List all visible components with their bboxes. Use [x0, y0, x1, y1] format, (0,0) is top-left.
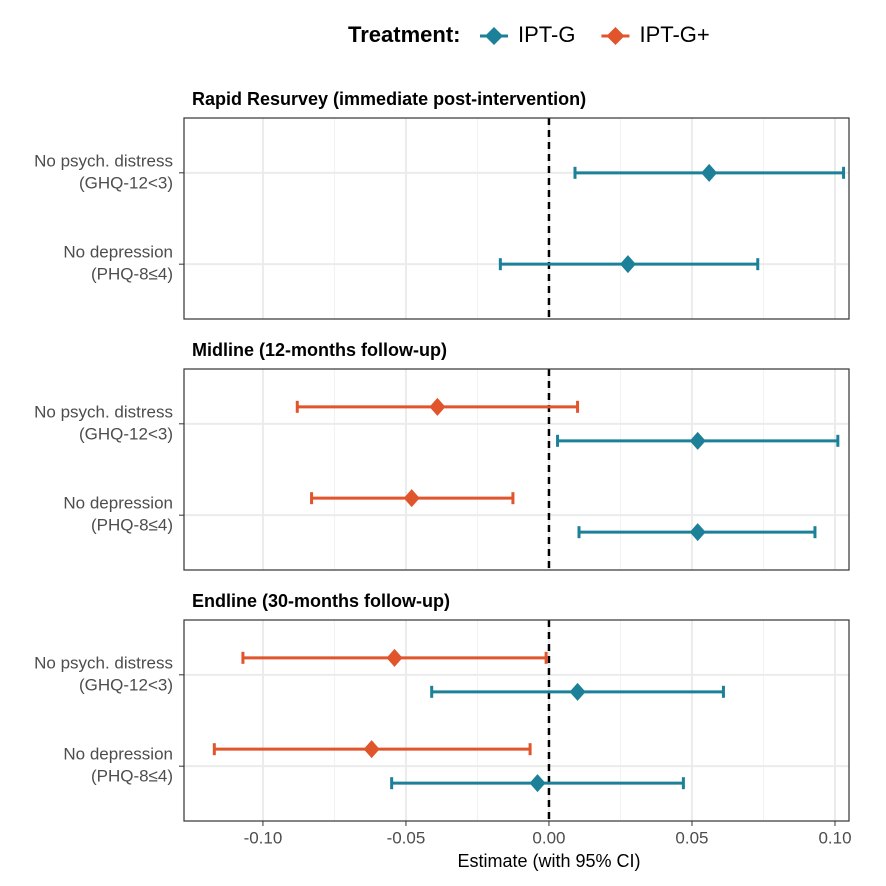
x-axis-label: Estimate (with 95% CI) — [457, 851, 640, 871]
x-tick-label: 0.10 — [818, 828, 851, 847]
x-tick-label: 0.00 — [532, 828, 565, 847]
estimate-marker — [689, 431, 706, 450]
y-tick-label: (GHQ-12<3) — [79, 424, 173, 443]
y-tick-label: No depression — [63, 745, 173, 764]
legend-title: Treatment: — [348, 22, 460, 47]
y-tick-label: (PHQ-8≤4) — [91, 767, 173, 786]
x-tick-label: 0.05 — [675, 828, 708, 847]
panel-title: Endline (30-months follow-up) — [192, 591, 450, 611]
panel-border — [183, 619, 850, 822]
legend-label: IPT-G+ — [639, 22, 709, 47]
estimate-marker — [429, 397, 446, 416]
legend-marker — [606, 27, 625, 45]
estimate-marker — [386, 648, 403, 667]
legend-label: IPT-G — [518, 22, 575, 47]
estimate-marker — [529, 774, 546, 793]
x-tick-label: -0.10 — [244, 828, 283, 847]
y-tick-label: No depression — [63, 494, 173, 513]
panel-border — [183, 368, 850, 571]
x-tick-label: -0.05 — [387, 828, 426, 847]
y-tick-label: (PHQ-8≤4) — [91, 516, 173, 535]
y-tick-label: No psych. distress — [34, 653, 173, 672]
panel-title: Rapid Resurvey (immediate post-intervent… — [192, 89, 586, 109]
y-tick-label: (GHQ-12<3) — [79, 173, 173, 192]
y-tick-label: (PHQ-8≤4) — [91, 265, 173, 284]
y-tick-label: No depression — [63, 243, 173, 262]
y-tick-label: (GHQ-12<3) — [79, 675, 173, 694]
estimate-marker — [363, 740, 380, 759]
estimate-marker — [689, 523, 706, 542]
estimate-marker — [701, 163, 718, 182]
estimate-marker — [619, 255, 636, 274]
legend-marker — [485, 27, 503, 45]
panel-title: Midline (12-months follow-up) — [192, 340, 447, 360]
y-tick-label: No psych. distress — [34, 151, 173, 170]
estimate-marker — [569, 682, 586, 701]
panel-border — [183, 117, 850, 320]
estimate-marker — [403, 489, 420, 508]
y-tick-label: No psych. distress — [34, 402, 173, 421]
